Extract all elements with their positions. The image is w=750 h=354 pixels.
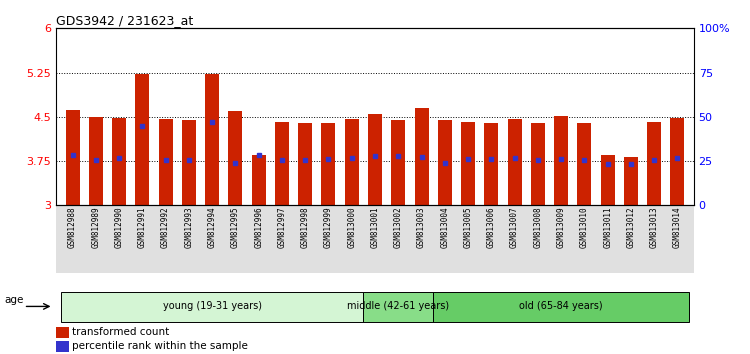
Text: GSM813009: GSM813009	[556, 207, 566, 248]
Text: old (65-84 years): old (65-84 years)	[519, 301, 603, 312]
Bar	[670, 118, 685, 205]
Bar	[56, 341, 69, 352]
Bar	[368, 114, 382, 205]
Text: percentile rank within the sample: percentile rank within the sample	[72, 342, 248, 352]
Text: GSM813013: GSM813013	[650, 207, 658, 248]
Bar	[438, 120, 452, 205]
Bar	[65, 110, 80, 205]
Text: GSM813000: GSM813000	[347, 207, 356, 248]
Text: GSM812990: GSM812990	[115, 207, 124, 248]
Text: GSM812997: GSM812997	[278, 207, 286, 248]
Bar	[363, 292, 434, 322]
Text: young (19-31 years): young (19-31 years)	[163, 301, 262, 312]
Text: GDS3942 / 231623_at: GDS3942 / 231623_at	[56, 14, 194, 27]
Bar	[508, 119, 521, 205]
Text: GSM813007: GSM813007	[510, 207, 519, 248]
Text: GSM813005: GSM813005	[464, 207, 472, 248]
Bar	[322, 123, 335, 205]
Text: GSM812999: GSM812999	[324, 207, 333, 248]
Text: GSM813002: GSM813002	[394, 207, 403, 248]
Bar	[56, 205, 694, 273]
Text: GSM813008: GSM813008	[533, 207, 542, 248]
Text: GSM812994: GSM812994	[208, 207, 217, 248]
Bar	[298, 123, 312, 205]
Text: GSM813006: GSM813006	[487, 207, 496, 248]
Bar	[601, 155, 615, 205]
Text: GSM813004: GSM813004	[440, 207, 449, 248]
Text: GSM813011: GSM813011	[603, 207, 612, 248]
Bar	[647, 121, 662, 205]
Bar	[275, 121, 289, 205]
Text: GSM812991: GSM812991	[138, 207, 147, 248]
Bar	[624, 157, 638, 205]
Text: GSM812996: GSM812996	[254, 207, 263, 248]
Bar	[182, 120, 196, 205]
Text: GSM812992: GSM812992	[161, 207, 170, 248]
Bar	[392, 120, 405, 205]
Bar	[484, 123, 498, 205]
Text: GSM813003: GSM813003	[417, 207, 426, 248]
Bar	[415, 108, 428, 205]
Text: GSM812993: GSM812993	[184, 207, 194, 248]
Bar	[252, 155, 266, 205]
Bar	[554, 116, 568, 205]
Bar	[229, 111, 242, 205]
Text: GSM812988: GSM812988	[68, 207, 77, 248]
Text: GSM813001: GSM813001	[370, 207, 380, 248]
Bar	[433, 292, 689, 322]
Text: age: age	[4, 295, 24, 305]
Text: transformed count: transformed count	[72, 327, 170, 337]
Text: GSM813014: GSM813014	[673, 207, 682, 248]
Bar	[461, 121, 475, 205]
Text: GSM812995: GSM812995	[231, 207, 240, 248]
Bar	[345, 119, 358, 205]
Text: GSM812989: GSM812989	[92, 207, 100, 248]
Bar	[531, 123, 544, 205]
Bar	[206, 74, 219, 205]
Bar	[158, 119, 172, 205]
Text: GSM812998: GSM812998	[301, 207, 310, 248]
Bar	[56, 327, 69, 338]
Bar	[112, 118, 126, 205]
Bar	[61, 292, 363, 322]
Text: middle (42-61 years): middle (42-61 years)	[347, 301, 449, 312]
Bar	[88, 117, 103, 205]
Bar	[578, 123, 592, 205]
Text: GSM813012: GSM813012	[626, 207, 635, 248]
Bar	[135, 74, 149, 205]
Text: GSM813010: GSM813010	[580, 207, 589, 248]
